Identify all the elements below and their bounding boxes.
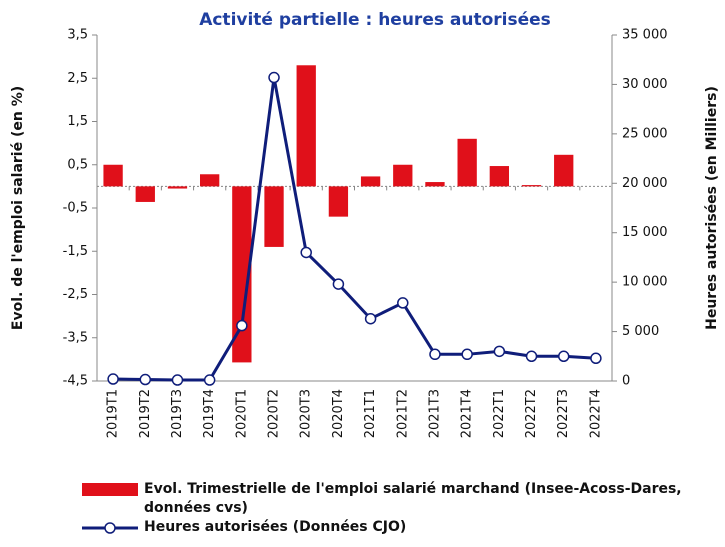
bar bbox=[200, 174, 220, 187]
x-tick-label: 2020T1 bbox=[234, 389, 249, 438]
y-tick-label: -1,5 bbox=[63, 244, 88, 259]
y-tick-label: 2,5 bbox=[67, 71, 88, 86]
line-marker bbox=[139, 373, 152, 386]
x-tick-label: 2019T2 bbox=[138, 389, 153, 438]
bar bbox=[360, 176, 381, 187]
x-tick-label: 2021T1 bbox=[363, 389, 378, 438]
legend-label: Evol. Trimestrielle de l'emploi salarié … bbox=[144, 481, 682, 516]
bar bbox=[393, 164, 413, 187]
y-tick-label: 0,5 bbox=[67, 157, 88, 172]
line-marker bbox=[590, 352, 602, 365]
line-marker bbox=[268, 71, 280, 84]
bar bbox=[167, 186, 188, 189]
y2-tick-label: 20 000 bbox=[622, 176, 668, 191]
y2-tick-label: 35 000 bbox=[622, 28, 668, 43]
line-marker bbox=[493, 345, 506, 358]
bar bbox=[264, 186, 284, 247]
y2-tick-label: 25 000 bbox=[622, 126, 668, 141]
x-tick-label: 2020T2 bbox=[267, 389, 282, 438]
line-marker bbox=[236, 319, 248, 332]
x-tick-label: 2022T1 bbox=[492, 389, 507, 438]
bar bbox=[135, 186, 155, 202]
x-tick-label: 2019T3 bbox=[170, 389, 185, 438]
legend-swatch bbox=[82, 522, 138, 534]
x-tick-label: 2019T4 bbox=[202, 389, 217, 438]
bar bbox=[296, 65, 316, 187]
y-tick-label: -0,5 bbox=[63, 201, 88, 216]
line-marker bbox=[107, 373, 119, 385]
x-tick-label: 2019T1 bbox=[106, 389, 121, 438]
bar bbox=[232, 186, 252, 363]
chart: Activité partielle : heures autorisées E… bbox=[10, 10, 720, 438]
legend: Evol. Trimestrielle de l'emploi salarié … bbox=[80, 480, 720, 537]
x-tick-label: 2021T2 bbox=[395, 389, 410, 438]
line-marker bbox=[171, 374, 184, 386]
y-tick-label: -2,5 bbox=[63, 287, 88, 302]
bar bbox=[103, 164, 123, 187]
x-tick-label: 2022T3 bbox=[556, 389, 571, 438]
x-tick-label: 2021T3 bbox=[427, 389, 442, 438]
legend-label: Heures autorisées (Données CJO) bbox=[144, 519, 407, 535]
x-tick-label: 2020T3 bbox=[299, 389, 314, 438]
bar bbox=[425, 182, 445, 187]
y-tick-label: 3,5 bbox=[67, 28, 88, 43]
y2-tick-label: 10 000 bbox=[622, 275, 668, 290]
y2-tick-label: 0 bbox=[622, 374, 630, 389]
line-marker bbox=[525, 350, 538, 363]
y-tick-label: 1,5 bbox=[67, 114, 88, 129]
bar bbox=[328, 186, 349, 217]
line-marker bbox=[397, 297, 409, 309]
y2-tick-label: 30 000 bbox=[622, 77, 668, 92]
line-marker bbox=[461, 348, 473, 361]
line-marker bbox=[364, 312, 377, 325]
y-axis-title: Evol. de l'emploi salarié (en %) bbox=[10, 86, 26, 330]
chart-title: Activité partielle : heures autorisées bbox=[199, 10, 551, 30]
bar bbox=[489, 166, 509, 187]
line-marker bbox=[332, 278, 345, 290]
x-tick-label: 2022T4 bbox=[588, 389, 603, 438]
legend-marker bbox=[104, 522, 116, 534]
line-marker bbox=[300, 246, 312, 259]
line-marker bbox=[429, 348, 441, 361]
y2-axis-title: Heures autorisées (en Milliers) bbox=[704, 86, 720, 330]
y2-tick-label: 15 000 bbox=[622, 225, 668, 240]
line-marker bbox=[203, 374, 216, 386]
bar bbox=[521, 185, 542, 187]
bar bbox=[554, 154, 574, 187]
line bbox=[113, 77, 596, 382]
legend-item: Evol. Trimestrielle de l'emploi salarié … bbox=[80, 480, 720, 518]
legend-swatch bbox=[82, 483, 138, 496]
bar bbox=[457, 138, 477, 187]
line-marker bbox=[557, 350, 570, 363]
y-tick-label: -3,5 bbox=[63, 330, 88, 345]
y2-tick-label: 5 000 bbox=[622, 324, 659, 339]
legend-item: Heures autorisées (Données CJO) bbox=[80, 518, 720, 537]
legend-bar bbox=[82, 483, 138, 496]
x-tick-label: 2022T2 bbox=[524, 389, 539, 438]
x-tick-label: 2021T4 bbox=[460, 389, 475, 438]
x-tick-label: 2020T4 bbox=[331, 389, 346, 438]
y-tick-label: -4,5 bbox=[63, 374, 88, 389]
